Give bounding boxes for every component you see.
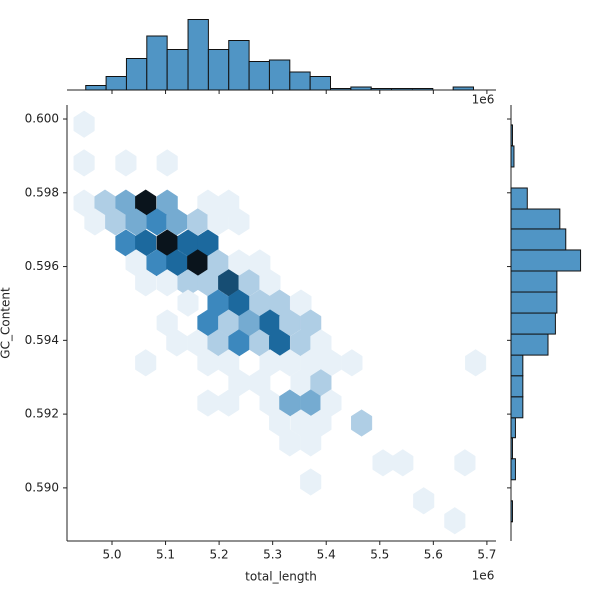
x-tick-label: 5.5 — [370, 548, 389, 562]
hex-cell — [465, 349, 487, 377]
right-hist-bar — [510, 458, 516, 481]
right-hist-bar — [510, 375, 524, 398]
right-hist-bar — [510, 208, 561, 230]
x-tick-label: 5.0 — [102, 548, 121, 562]
hex-cell — [444, 507, 466, 535]
hex-cell — [125, 208, 147, 236]
top-hist-bar — [105, 76, 127, 91]
right-hist-bar — [510, 500, 513, 523]
top-hist-bar — [207, 49, 230, 91]
hex-cell — [351, 409, 373, 437]
hex-cell — [279, 349, 301, 377]
hex-cell — [300, 429, 322, 457]
top-hist-bar — [330, 88, 352, 91]
hex-cell — [177, 289, 199, 317]
y-tick-label: 0.590 — [25, 480, 59, 494]
hex-cell — [300, 468, 322, 496]
hex-cell — [73, 149, 95, 177]
top-hist-bar — [85, 85, 107, 91]
top-hist-bar — [187, 19, 209, 91]
x-tick-label: 5.7 — [477, 548, 496, 562]
x-tick-label: 5.6 — [424, 548, 443, 562]
hex-cell — [135, 269, 157, 297]
hex-cell — [135, 349, 157, 377]
right-hist-bar — [510, 437, 513, 460]
right-hist-bar — [510, 124, 513, 147]
right-hist-bar — [510, 417, 516, 439]
top-hist-bar — [146, 35, 168, 91]
top-hist-bar — [452, 86, 475, 91]
y-tick-label: 0.594 — [25, 333, 59, 347]
x-tick-label: 5.2 — [210, 548, 229, 562]
right-hist-bar — [510, 312, 556, 335]
hex-cell — [115, 149, 137, 177]
top-hist-bar — [248, 61, 270, 91]
top-hist-bar — [125, 58, 148, 91]
hex-cell — [166, 329, 188, 357]
right-hist-bar — [510, 354, 524, 377]
hex-cell — [279, 429, 301, 457]
top-hist-bar — [309, 76, 332, 91]
hex-cell — [454, 449, 476, 477]
y-tick-label: 0.600 — [25, 112, 59, 126]
hex-cell — [73, 110, 95, 138]
hex-cell — [372, 449, 394, 477]
hex-cell — [218, 389, 240, 417]
top-hist-bar — [268, 59, 291, 91]
top-hist-bar — [411, 88, 434, 91]
hex-cell — [341, 349, 363, 377]
top-hist-bar — [391, 88, 413, 91]
hex-cell — [392, 449, 414, 477]
top-hist-bar — [166, 49, 189, 91]
x-tick-label: 5.1 — [156, 548, 175, 562]
top-hist-bar — [370, 88, 393, 91]
right-hist-bar — [510, 270, 558, 293]
right-hist-bar — [510, 333, 549, 356]
y-axis-label: GC_Content — [0, 287, 13, 359]
right-hist-bar — [510, 145, 515, 168]
right-hist-bar — [510, 291, 558, 314]
top-hist-bar — [228, 40, 250, 91]
x-tick-label: 5.3 — [263, 548, 282, 562]
x-axis-label: total_length — [245, 570, 317, 584]
hex-cell — [156, 149, 178, 177]
y-tick-label: 0.598 — [25, 185, 59, 199]
top-hist-offset-label: 1e6 — [472, 93, 495, 107]
right-hist-bar — [510, 187, 528, 210]
hex-cell — [228, 208, 250, 236]
right-hist-bar — [510, 228, 567, 251]
right-hist-bar — [510, 396, 524, 419]
y-tick-label: 0.596 — [25, 259, 59, 273]
top-hist-bar — [350, 86, 372, 91]
hex-cell — [73, 189, 95, 217]
x-offset-label: 1e6 — [472, 569, 495, 583]
x-tick-label: 5.4 — [317, 548, 336, 562]
hex-cell — [197, 389, 219, 417]
hex-cell — [207, 208, 229, 236]
hex-cell — [413, 487, 435, 515]
hex-cell — [166, 208, 188, 236]
right-hist-bar — [510, 249, 582, 272]
y-tick-label: 0.592 — [25, 407, 59, 421]
top-hist-bar — [289, 71, 311, 91]
